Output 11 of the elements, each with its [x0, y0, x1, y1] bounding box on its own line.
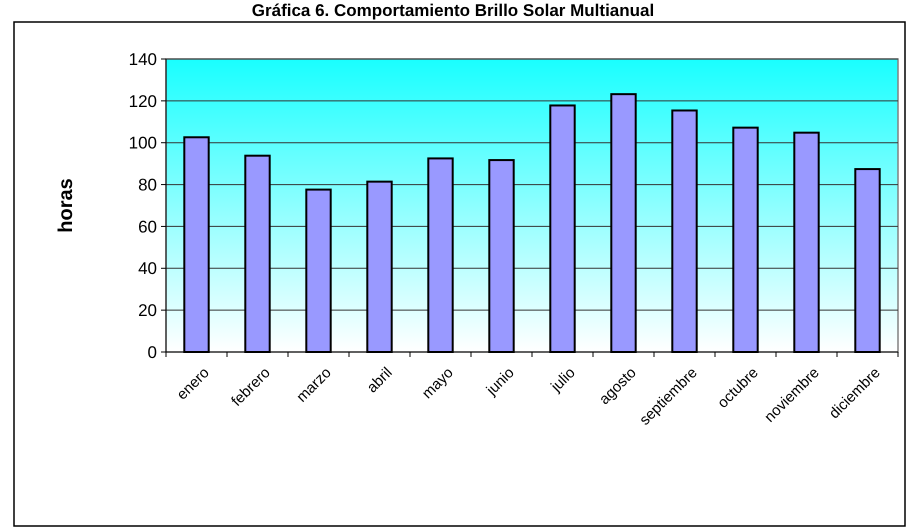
y-tick-label: 60	[138, 217, 157, 236]
y-tick-label: 100	[128, 134, 157, 153]
x-tick-label: julio	[547, 364, 579, 396]
y-tick-label: 120	[128, 92, 157, 111]
y-axis-title: horas	[55, 178, 77, 233]
y-tick-label: 140	[128, 50, 157, 69]
y-tick-label: 80	[138, 176, 157, 195]
y-tick-label: 20	[138, 301, 157, 320]
chart-title: Gráfica 6. Comportamiento Brillo Solar Multianual	[252, 1, 654, 20]
y-tick-label: 40	[138, 259, 157, 278]
y-tick-label: 0	[148, 342, 157, 362]
